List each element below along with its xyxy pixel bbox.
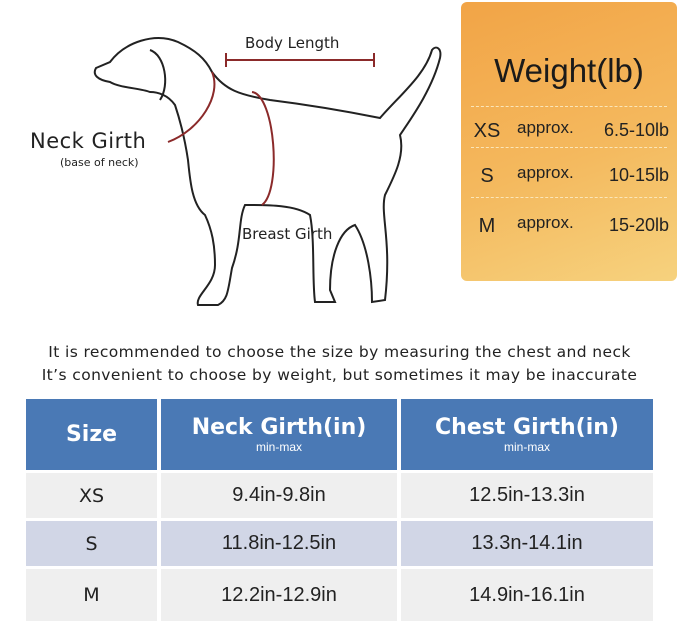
dog-outline: [93, 37, 442, 306]
divider: [471, 197, 667, 198]
cell-chest: 13.3n-14.1in: [401, 521, 653, 566]
body-length-label: Body Length: [245, 34, 340, 52]
cell-size: XS: [26, 473, 157, 518]
header-label: Size: [65, 422, 118, 447]
weight-value: 10-15lb: [608, 165, 669, 185]
header-sub: min-max: [255, 440, 302, 454]
breast-girth-line: [251, 91, 275, 206]
table-header: Size Neck Girth(in) min-max Chest Girth(i…: [26, 399, 653, 470]
neck-girth-label: Neck Girth: [30, 129, 147, 153]
cell-size: M: [26, 569, 157, 621]
divider: [471, 106, 667, 107]
note-line-1: It is recommended to choose the size by …: [48, 343, 631, 361]
note-line-2: It’s convenient to choose by weight, but…: [41, 366, 638, 384]
weight-card: Weight(lb) XS approx. 6.5-10lb S approx.…: [461, 2, 677, 281]
cell-size: S: [26, 521, 157, 566]
cell-neck: 12.2in-12.9in: [161, 569, 397, 621]
divider: [471, 147, 667, 148]
table-row: S 11.8in-12.5in 13.3n-14.1in: [26, 518, 653, 566]
breast-girth-label: Breast Girth: [242, 225, 333, 243]
header-label: Neck Girth(in): [191, 415, 367, 440]
header-neck-girth: Neck Girth(in) min-max: [161, 399, 397, 470]
recommendation-note: It is recommended to choose the size by …: [0, 341, 679, 387]
weight-value: 15-20lb: [608, 215, 669, 235]
dog-outline-illustration: [93, 37, 442, 306]
cell-chest: 14.9in-16.1in: [401, 569, 653, 621]
dog-ear: [149, 49, 167, 101]
weight-size: S: [480, 165, 494, 187]
cell-chest: 12.5in-13.3in: [401, 473, 653, 518]
weight-title: Weight(lb): [494, 52, 644, 89]
table-row: M 12.2in-12.9in 14.9in-16.1in: [26, 566, 653, 621]
weight-row: M approx. 15-20lb: [461, 207, 677, 247]
neck-girth-note: (base of neck): [60, 156, 139, 169]
table-row: XS 9.4in-9.8in 12.5in-13.3in: [26, 470, 653, 518]
body-length-line: [225, 53, 375, 67]
cell-neck: 11.8in-12.5in: [161, 521, 397, 566]
neck-girth-line: [167, 71, 216, 143]
cell-neck: 9.4in-9.8in: [161, 473, 397, 518]
header-sub: min-max: [503, 440, 550, 454]
weight-row: XS approx. 6.5-10lb: [461, 112, 677, 152]
header-chest-girth: Chest Girth(in) min-max: [401, 399, 653, 470]
weight-approx: approx.: [517, 213, 574, 232]
header-label: Chest Girth(in): [435, 415, 619, 440]
weight-size: M: [478, 215, 496, 237]
weight-value: 6.5-10lb: [603, 120, 669, 140]
header-size: Size: [26, 399, 157, 470]
size-table: Size Neck Girth(in) min-max Chest Girth(i…: [26, 399, 653, 621]
weight-approx: approx.: [517, 163, 574, 182]
weight-row: S approx. 10-15lb: [461, 157, 677, 197]
weight-approx: approx.: [517, 118, 574, 137]
weight-size: XS: [473, 120, 501, 142]
